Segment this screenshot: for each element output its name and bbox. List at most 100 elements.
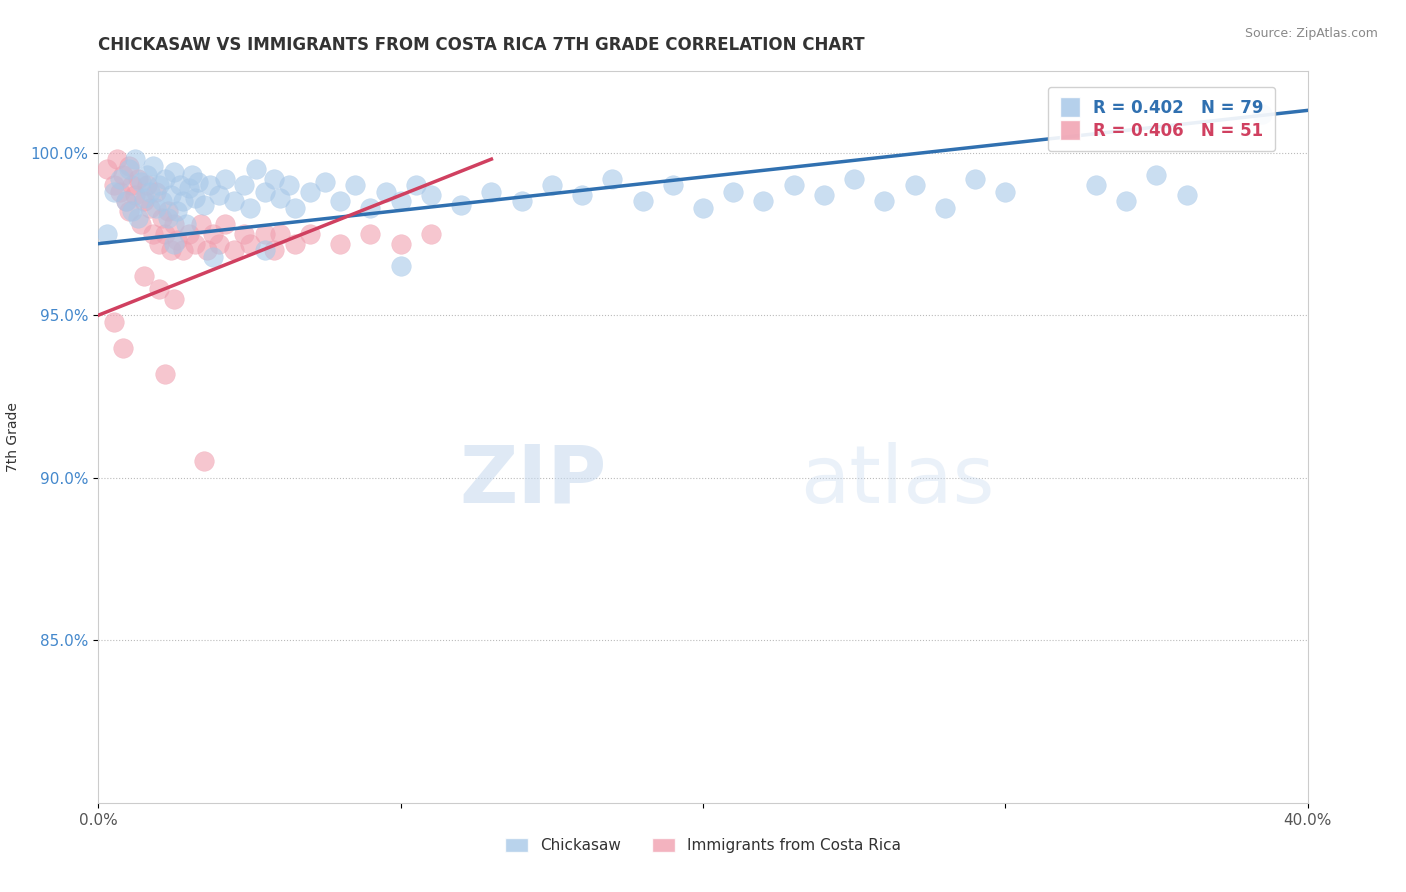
Point [135,178,157,193]
Point [1175,187,1198,202]
Point [103,315,125,329]
Point [214,171,236,186]
Point [166,204,188,219]
Point [405,178,427,193]
Point [253,185,276,199]
Point [239,236,262,251]
Point [263,243,285,257]
Point [111,169,134,183]
Point [150,211,173,225]
Point [723,185,745,199]
Point [994,185,1017,199]
Point [481,185,503,199]
Point [135,169,157,183]
Point [172,243,194,257]
Point [127,171,149,186]
Point [118,204,141,219]
Point [127,211,149,225]
Point [299,185,322,199]
Point [420,227,443,241]
Point [150,194,173,209]
Point [253,243,276,257]
Point [145,201,167,215]
Point [540,178,562,193]
Point [148,236,170,251]
Point [214,217,236,231]
Point [1115,194,1137,209]
Point [202,250,225,264]
Point [344,178,367,193]
Point [904,178,927,193]
Point [148,282,170,296]
Point [239,201,262,215]
Point [118,159,141,173]
Point [156,204,179,219]
Point [1251,106,1274,120]
Y-axis label: 7th Grade: 7th Grade [6,402,20,472]
Point [184,236,207,251]
Point [813,187,835,202]
Point [163,165,186,179]
Point [132,269,155,284]
Text: Source: ZipAtlas.com: Source: ZipAtlas.com [1244,27,1378,40]
Point [179,227,201,241]
Point [103,178,125,193]
Point [114,194,136,209]
Point [277,178,299,193]
Point [153,367,176,381]
Point [105,152,128,166]
Point [160,187,183,202]
Point [374,185,396,199]
Point [965,171,987,186]
Point [124,152,146,166]
Point [602,171,624,186]
Point [174,217,197,231]
Point [190,217,212,231]
Point [245,161,267,176]
Point [169,178,191,193]
Point [148,178,170,193]
Point [631,194,654,209]
Point [389,236,412,251]
Point [253,227,276,241]
Point [208,187,231,202]
Point [103,185,125,199]
Point [873,194,896,209]
Point [224,243,246,257]
Point [184,191,207,205]
Point [129,175,152,189]
Point [181,169,204,183]
Point [510,194,533,209]
Point [783,178,806,193]
Point [450,197,472,211]
Point [202,227,225,241]
Point [129,217,152,231]
Point [389,260,412,274]
Point [166,234,188,248]
Point [145,185,167,199]
Point [163,217,186,231]
Point [284,236,307,251]
Point [153,171,176,186]
Point [420,187,443,202]
Point [329,194,352,209]
Point [752,194,775,209]
Point [360,201,382,215]
Text: atlas: atlas [800,442,994,520]
Point [96,227,118,241]
Legend: Chickasaw, Immigrants from Costa Rica: Chickasaw, Immigrants from Costa Rica [498,830,908,861]
Point [232,178,254,193]
Point [96,161,118,176]
Point [142,227,165,241]
Point [142,159,165,173]
Point [263,171,285,186]
Point [571,187,593,202]
Point [132,191,155,205]
Text: CHICKASAW VS IMMIGRANTS FROM COSTA RICA 7TH GRADE CORRELATION CHART: CHICKASAW VS IMMIGRANTS FROM COSTA RICA … [98,36,865,54]
Point [121,204,143,219]
Point [172,194,194,209]
Point [692,201,714,215]
Point [132,194,155,209]
Point [389,194,412,209]
Point [153,227,176,241]
